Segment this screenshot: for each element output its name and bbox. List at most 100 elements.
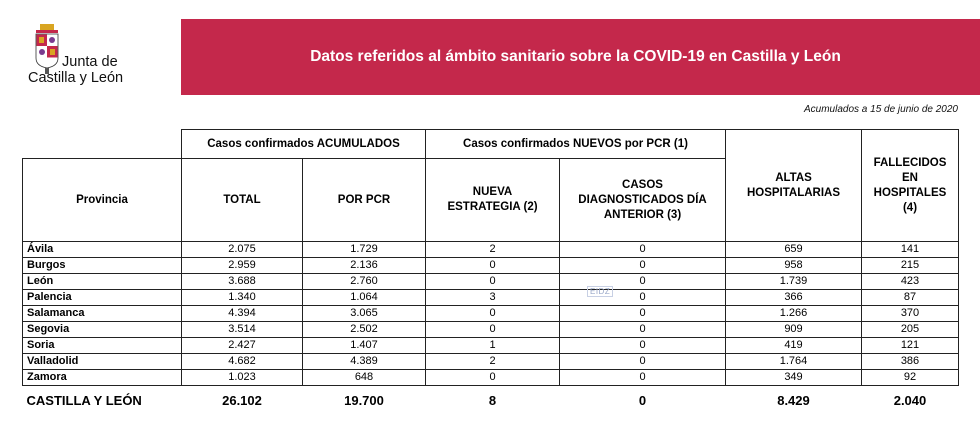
cell-provincia: Burgos (22, 257, 182, 274)
date-note: Acumulados a 15 de junio de 2020 (803, 104, 958, 115)
cell-diag: 0 (559, 257, 726, 274)
table-row: Palencia 1.340 1.064 3 0 366 87 (22, 289, 959, 306)
covid-data-table: Casos confirmados ACUMULADOS Casos confi… (22, 129, 959, 411)
table-row: Salamanca 4.394 3.065 0 0 1.266 370 (22, 305, 959, 322)
table-row: Segovia 3.514 2.502 0 0 909 205 (22, 321, 959, 338)
coat-of-arms-icon (35, 24, 59, 74)
col-header-altas: ALTAS HOSPITALARIAS (725, 129, 862, 242)
cell-altas: 659 (725, 241, 862, 258)
cell-diag: 0 (559, 289, 726, 306)
cell-diag: 0 (559, 353, 726, 370)
cell-nueva: 0 (425, 273, 560, 290)
cell-fallecidos: 205 (861, 321, 959, 338)
logo-text: Junta de Castilla y León (28, 54, 123, 86)
cell-total: 4.394 (181, 305, 303, 322)
cell-altas: 1.266 (725, 305, 862, 322)
junta-logo: Junta de Castilla y León (26, 24, 156, 94)
cell-nueva: 2 (425, 241, 560, 258)
col-header-provincia: Provincia (22, 158, 182, 242)
cell-fallecidos: 121 (861, 337, 959, 354)
header-blank (23, 130, 182, 159)
cell-fallecidos: 87 (861, 289, 959, 306)
cell-diag: 0 (559, 273, 726, 290)
col-header-casos-diagnosticados: CASOS DIAGNOSTICADOS DÍA ANTERIOR (3) (559, 158, 726, 242)
cell-total: 1.023 (181, 369, 303, 386)
cell-provincia: Ávila (22, 241, 182, 258)
cell-fallecidos: 423 (861, 273, 959, 290)
total-label: CASTILLA Y LEÓN (26, 392, 142, 408)
total-por-pcr: 19.700 (344, 392, 384, 408)
cell-diag: 0 (559, 321, 726, 338)
group-header-acumulados: Casos confirmados ACUMULADOS (181, 129, 426, 159)
table-row: Soria 2.427 1.407 1 0 419 121 (22, 337, 959, 354)
cell-nueva: 0 (425, 305, 560, 322)
cell-nueva: 3 (425, 289, 560, 306)
title-banner: Datos referidos al ámbito sanitario sobr… (181, 19, 980, 95)
cell-altas: 909 (725, 321, 862, 338)
cell-fallecidos: 92 (861, 369, 959, 386)
cell-por-pcr: 1.729 (302, 241, 426, 258)
cell-total: 2.427 (181, 337, 303, 354)
cell-nueva: 1 (425, 337, 560, 354)
cell-fallecidos: 215 (861, 257, 959, 274)
table-row: Valladolid 4.682 4.389 2 0 1.764 386 (22, 353, 959, 370)
cell-altas: 366 (725, 289, 862, 306)
cell-total: 3.514 (181, 321, 303, 338)
total-total: 26.102 (222, 392, 262, 408)
cell-fallecidos: 141 (861, 241, 959, 258)
cell-por-pcr: 1.407 (302, 337, 426, 354)
col-header-por-pcr: POR PCR (302, 158, 426, 242)
page-title: Datos referidos al ámbito sanitario sobr… (310, 48, 841, 65)
cell-provincia: Valladolid (22, 353, 182, 370)
cell-altas: 1.764 (725, 353, 862, 370)
total-altas: 8.429 (777, 392, 810, 408)
cell-provincia: Segovia (22, 321, 182, 338)
cell-provincia: Zamora (22, 369, 182, 386)
table-row: Zamora 1.023 648 0 0 349 92 (22, 369, 959, 386)
cell-nueva: 2 (425, 353, 560, 370)
cell-por-pcr: 648 (302, 369, 426, 386)
cell-diag: 0 (559, 241, 726, 258)
watermark: EIDZ (587, 286, 614, 297)
cell-por-pcr: 4.389 (302, 353, 426, 370)
logo-line-1: Junta de (62, 54, 118, 70)
cell-total: 1.340 (181, 289, 303, 306)
table-row: Burgos 2.959 2.136 0 0 958 215 (22, 257, 959, 274)
cell-fallecidos: 370 (861, 305, 959, 322)
cell-por-pcr: 2.502 (302, 321, 426, 338)
table-row: León 3.688 2.760 0 0 1.739 423 (22, 273, 959, 290)
cell-total: 3.688 (181, 273, 303, 290)
total-row: CASTILLA Y LEÓN 26.102 19.700 8 0 8.429 … (23, 386, 959, 412)
cell-provincia: Soria (22, 337, 182, 354)
cell-por-pcr: 3.065 (302, 305, 426, 322)
cell-altas: 1.739 (725, 273, 862, 290)
table-row: Ávila 2.075 1.729 2 0 659 141 (22, 241, 959, 258)
group-header-nuevos: Casos confirmados NUEVOS por PCR (1) (425, 129, 726, 159)
cell-diag: 0 (559, 369, 726, 386)
col-header-nueva-estrategia: NUEVA ESTRATEGIA (2) (425, 158, 560, 242)
cell-provincia: Palencia (22, 289, 182, 306)
cell-por-pcr: 2.760 (302, 273, 426, 290)
cell-diag: 0 (559, 305, 726, 322)
cell-total: 2.959 (181, 257, 303, 274)
total-fallecidos: 2.040 (893, 392, 927, 408)
col-header-fallecidos: FALLECIDOS EN HOSPITALES (4) (861, 129, 959, 242)
cell-nueva: 0 (425, 321, 560, 338)
cell-fallecidos: 386 (861, 353, 959, 370)
cell-provincia: León (22, 273, 182, 290)
cell-por-pcr: 1.064 (302, 289, 426, 306)
col-header-total: TOTAL (181, 158, 303, 242)
cell-nueva: 0 (425, 257, 560, 274)
cell-altas: 349 (725, 369, 862, 386)
cell-por-pcr: 2.136 (302, 257, 426, 274)
cell-nueva: 0 (425, 369, 560, 386)
cell-total: 2.075 (181, 241, 303, 258)
cell-altas: 958 (725, 257, 862, 274)
cell-provincia: Salamanca (22, 305, 182, 322)
logo-line-2: Castilla y León (28, 70, 124, 86)
total-diag: 0 (638, 392, 647, 408)
cell-total: 4.682 (181, 353, 303, 370)
cell-diag: 0 (559, 337, 726, 354)
cell-altas: 419 (725, 337, 862, 354)
total-nueva: 8 (488, 392, 497, 408)
